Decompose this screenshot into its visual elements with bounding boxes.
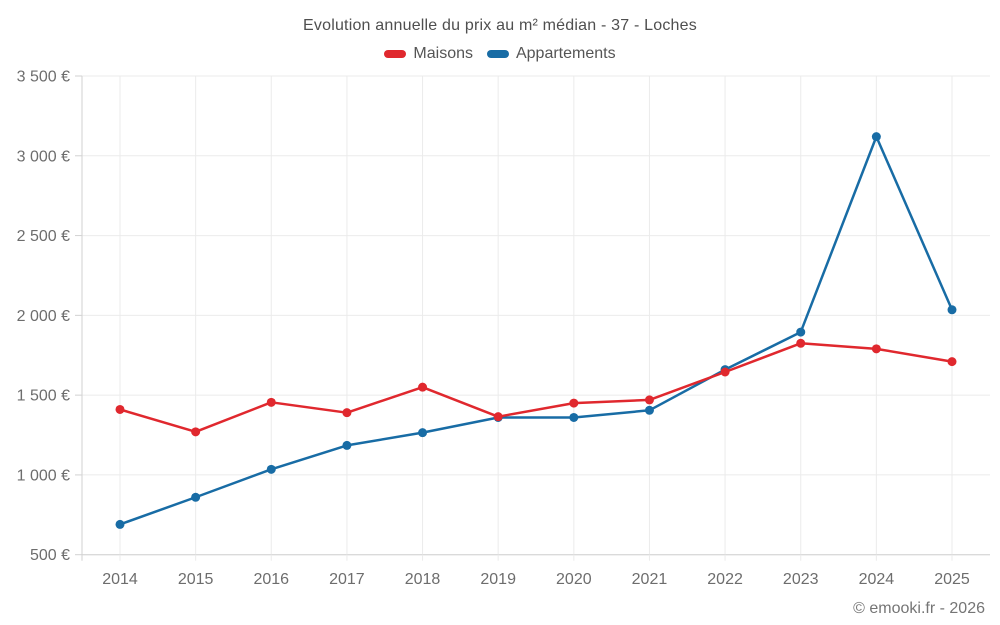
data-point-maisons-2023: [796, 338, 806, 348]
x-tick-label: 2021: [632, 571, 668, 588]
data-point-maisons-2017: [342, 408, 352, 418]
data-point-maisons-2020: [569, 398, 579, 408]
x-tick-label: 2020: [556, 571, 592, 588]
data-point-maisons-2021: [644, 395, 654, 405]
data-point-maisons-2019: [493, 412, 503, 422]
y-tick-label: 2 000 €: [17, 308, 70, 325]
y-tick-label: 500 €: [30, 547, 70, 564]
legend-item-appartements[interactable]: Appartements: [486, 45, 616, 63]
x-tick-label: 2016: [253, 571, 289, 588]
data-point-maisons-2015: [191, 427, 201, 437]
axes: [75, 75, 990, 561]
data-point-appartements-2016: [266, 464, 276, 474]
legend-label-maisons: Maisons: [413, 45, 473, 62]
series-maisons: [115, 338, 957, 437]
data-point-appartements-2021: [644, 405, 654, 415]
y-axis-labels: 500 € 1 000 € 1 500 € 2 000 € 2 500 € 3 000 €…: [17, 69, 70, 565]
data-point-maisons-2016: [266, 397, 276, 407]
data-point-maisons-2022: [720, 367, 730, 377]
data-point-maisons-2014: [115, 404, 125, 414]
x-tick-label: 2018: [405, 571, 441, 588]
x-tick-label: 2023: [783, 571, 819, 588]
series-line-appartements: [118, 135, 954, 526]
data-point-appartements-2017: [342, 440, 352, 450]
series-line-maisons: [118, 342, 954, 434]
x-tick-label: 2025: [934, 571, 970, 588]
x-tick-label: 2015: [178, 571, 214, 588]
legend-swatch-appartements: [486, 50, 509, 58]
y-tick-label: 1 000 €: [17, 467, 70, 484]
y-tick-label: 3 500 €: [17, 69, 70, 86]
data-point-appartements-2025: [947, 305, 957, 315]
chart-legend: Maisons Appartements: [0, 45, 1000, 63]
data-point-appartements-2023: [796, 327, 806, 337]
data-point-appartements-2018: [418, 428, 428, 438]
x-tick-label: 2017: [329, 571, 365, 588]
data-point-maisons-2024: [871, 344, 881, 354]
data-point-appartements-2024: [871, 132, 881, 142]
chart-title: Evolution annuelle du prix au m² médian …: [303, 17, 697, 34]
x-tick-label: 2014: [102, 571, 138, 588]
gridlines: [82, 75, 990, 556]
x-tick-label: 2022: [707, 571, 743, 588]
copyright-footer: © emooki.fr - 2026: [853, 600, 985, 617]
y-tick-label: 1 500 €: [17, 388, 70, 405]
data-point-maisons-2018: [418, 382, 428, 392]
y-tick-label: 2 500 €: [17, 228, 70, 245]
legend-item-maisons[interactable]: Maisons: [384, 45, 473, 63]
y-tick-label: 3 000 €: [17, 148, 70, 165]
x-tick-label: 2024: [859, 571, 895, 588]
series-appartements: [115, 132, 957, 529]
x-tick-label: 2019: [480, 571, 516, 588]
data-point-appartements-2014: [115, 519, 125, 529]
data-point-maisons-2025: [947, 357, 957, 367]
data-point-appartements-2015: [191, 492, 201, 502]
legend-label-appartements: Appartements: [515, 45, 616, 62]
data-point-appartements-2020: [569, 412, 579, 422]
legend-swatch-maisons: [384, 50, 407, 58]
x-axis-labels: 2014 2015 2016 2017 2018 2019 2020 2021 2022 2023…: [102, 571, 970, 588]
